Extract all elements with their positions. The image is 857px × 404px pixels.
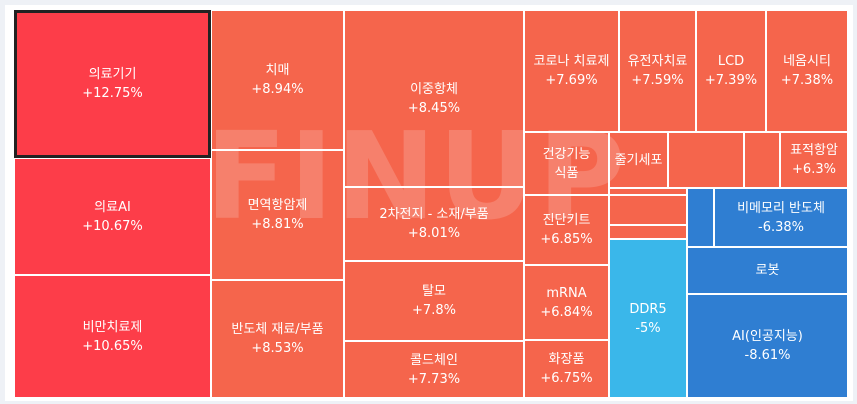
tile-name: 화장품 (548, 352, 585, 367)
tile-name: DDR5 (629, 301, 667, 317)
tile-change: +8.81% (251, 217, 304, 232)
tile-name: 2차전지 - 소재/부품 (379, 207, 489, 222)
tile-name: 콜드체인 (410, 352, 458, 368)
tile-change: +7.39% (704, 73, 758, 88)
tile-change: +10.65% (82, 338, 143, 354)
tile-name: 탈모 (422, 284, 446, 299)
treemap-tile[interactable]: 의료AI +10.67% (14, 158, 211, 275)
treemap-tile[interactable]: 줄기세포 (609, 132, 668, 188)
treemap-tile[interactable]: 탈모 +7.8% (344, 261, 524, 341)
tile-name: 로봇 (755, 263, 780, 278)
tile-name: mRNA (546, 285, 587, 301)
treemap-tile[interactable]: 유전자치료 +7.59% (619, 10, 696, 132)
tile-name: AI(인공지능) (732, 329, 803, 344)
treemap-tile[interactable] (609, 225, 687, 239)
treemap-tile[interactable]: 표적항암 +6.3% (780, 132, 848, 188)
tile-change: +8.01% (407, 226, 461, 241)
treemap-tile[interactable]: 면역항암제 +8.81% (211, 150, 344, 280)
tile-name: LCD (717, 54, 745, 69)
treemap-tile[interactable]: 치매 +8.94% (211, 10, 344, 150)
treemap-tile[interactable]: 코로나 치료제 +7.69% (524, 10, 619, 132)
treemap-tile[interactable] (744, 132, 780, 188)
tile-change: -6.38% (758, 219, 804, 235)
tile-change: +12.75% (82, 86, 143, 101)
tile-name: 면역항암제 (247, 198, 308, 213)
treemap-tile[interactable]: 화장품 +6.75% (524, 340, 609, 398)
tile-change: +7.59% (631, 73, 684, 88)
tile-change: +7.8% (412, 303, 456, 318)
treemap-tile[interactable]: 콜드체인 +7.73% (344, 341, 524, 398)
treemap-tile[interactable]: LCD +7.39% (696, 10, 766, 132)
tile-name: 비메모리 반도체 (737, 200, 825, 216)
tile-change: +8.45% (407, 100, 461, 116)
treemap-tile[interactable]: 반도체 재료/부품 +8.53% (211, 280, 344, 398)
treemap-tile[interactable]: 이중항체 +8.45% (344, 10, 524, 187)
tile-name: 건강기능식품 (542, 146, 591, 181)
tile-change: +7.73% (407, 371, 461, 387)
treemap-tile[interactable]: AI(인공지능) -8.61% (687, 294, 848, 398)
treemap-tile[interactable] (668, 132, 744, 188)
tile-name: 의료기기 (88, 67, 137, 82)
tile-name: 의료AI (94, 199, 131, 215)
tile-change: +7.38% (780, 73, 834, 88)
tile-change: +6.85% (540, 232, 593, 247)
treemap-tile[interactable]: 비만치료제 +10.65% (14, 275, 211, 398)
treemap-tile[interactable]: 2차전지 - 소재/부품 +8.01% (344, 187, 524, 261)
tile-name: 진단키트 (542, 213, 591, 228)
tile-change: +8.94% (251, 82, 304, 97)
treemap-tile[interactable]: 건강기능식품 (524, 132, 609, 195)
tile-name: 줄기세포 (614, 152, 663, 168)
tile-name: 비만치료제 (82, 319, 143, 335)
tile-change: +6.3% (792, 162, 836, 177)
tile-name: 유전자치료 (627, 54, 688, 69)
tile-change: +10.67% (82, 218, 143, 234)
treemap-tile[interactable]: 로봇 (687, 247, 848, 294)
treemap-tile[interactable] (609, 188, 687, 195)
tile-name: 표적항암 (790, 143, 838, 158)
treemap-tile[interactable]: 진단키트 +6.85% (524, 195, 609, 265)
tile-change: +6.75% (540, 371, 593, 386)
treemap-tile[interactable]: DDR5 -5% (609, 239, 687, 398)
tile-change: +7.69% (545, 73, 598, 88)
treemap-tile[interactable]: 의료기기 +12.75% (14, 10, 211, 158)
tile-change: +8.53% (251, 341, 304, 356)
tile-change: +6.84% (540, 304, 593, 320)
tile-change: -5% (635, 320, 661, 336)
tile-name: 코로나 치료제 (533, 54, 610, 69)
tile-name: 반도체 재료/부품 (231, 322, 324, 337)
treemap-tile[interactable]: mRNA +6.84% (524, 265, 609, 340)
tile-name: 치매 (265, 63, 290, 78)
tile-name: 이중항체 (410, 81, 458, 97)
treemap-tile[interactable]: 비메모리 반도체 -6.38% (714, 188, 848, 247)
treemap-tile[interactable] (687, 188, 714, 247)
treemap-tile[interactable] (609, 195, 687, 225)
tile-change: -8.61% (744, 348, 791, 363)
treemap-tile[interactable]: 네옴시티 +7.38% (766, 10, 848, 132)
tile-name: 네옴시티 (783, 54, 831, 69)
